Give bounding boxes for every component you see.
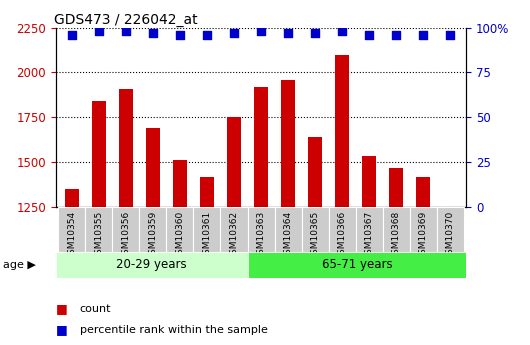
Bar [65, 189, 78, 207]
Bar [335, 55, 349, 207]
Point [311, 30, 319, 36]
Bar [248, 252, 466, 278]
Text: GSM10368: GSM10368 [392, 210, 401, 260]
Text: percentile rank within the sample: percentile rank within the sample [80, 325, 267, 335]
Point [365, 32, 373, 38]
Bar [139, 207, 166, 252]
Text: GSM10355: GSM10355 [94, 210, 103, 260]
Point [95, 28, 103, 34]
Point [122, 28, 130, 34]
Bar [254, 87, 268, 207]
Bar [410, 207, 437, 252]
Bar [92, 101, 105, 207]
Point [230, 30, 239, 36]
Text: GSM10360: GSM10360 [175, 210, 184, 260]
Bar [356, 207, 383, 252]
Bar [437, 207, 464, 252]
Text: 20-29 years: 20-29 years [116, 258, 187, 271]
Text: GSM10359: GSM10359 [148, 210, 157, 260]
Text: count: count [80, 304, 111, 314]
Bar [119, 89, 132, 207]
Text: GSM10370: GSM10370 [446, 210, 455, 260]
Text: GSM10365: GSM10365 [311, 210, 320, 260]
Point [203, 32, 211, 38]
Bar [166, 207, 193, 252]
Point [149, 30, 157, 36]
Text: GSM10369: GSM10369 [419, 210, 428, 260]
Bar [383, 207, 410, 252]
Bar [417, 177, 430, 207]
Text: GSM10356: GSM10356 [121, 210, 130, 260]
Bar [227, 117, 241, 207]
Bar [220, 207, 248, 252]
Bar [85, 207, 112, 252]
Text: age ▶: age ▶ [3, 260, 36, 270]
Text: GSM10361: GSM10361 [202, 210, 211, 260]
Text: 65-71 years: 65-71 years [322, 258, 392, 271]
Text: GSM10363: GSM10363 [257, 210, 266, 260]
Text: GSM10362: GSM10362 [229, 210, 239, 260]
Point [176, 32, 184, 38]
Bar [200, 177, 214, 207]
Point [284, 30, 292, 36]
Bar [112, 207, 139, 252]
Point [68, 32, 76, 38]
Point [257, 28, 265, 34]
Bar [58, 207, 85, 252]
Bar [173, 160, 187, 207]
Point [392, 32, 400, 38]
Bar [193, 207, 220, 252]
Bar [56, 252, 248, 278]
Bar [329, 207, 356, 252]
Text: GDS473 / 226042_at: GDS473 / 226042_at [54, 12, 197, 27]
Text: GSM10367: GSM10367 [365, 210, 374, 260]
Bar [146, 128, 160, 207]
Bar [363, 156, 376, 207]
Text: GSM10366: GSM10366 [338, 210, 347, 260]
Bar [275, 207, 302, 252]
Bar [390, 168, 403, 207]
Text: ■: ■ [56, 323, 67, 336]
Text: GSM10354: GSM10354 [67, 210, 76, 260]
Bar [308, 137, 322, 207]
Bar [302, 207, 329, 252]
Point [446, 32, 454, 38]
Bar [248, 207, 275, 252]
Point [338, 28, 346, 34]
Point [419, 32, 427, 38]
Bar [281, 80, 295, 207]
Text: GSM10364: GSM10364 [284, 210, 293, 260]
Text: ■: ■ [56, 302, 67, 315]
